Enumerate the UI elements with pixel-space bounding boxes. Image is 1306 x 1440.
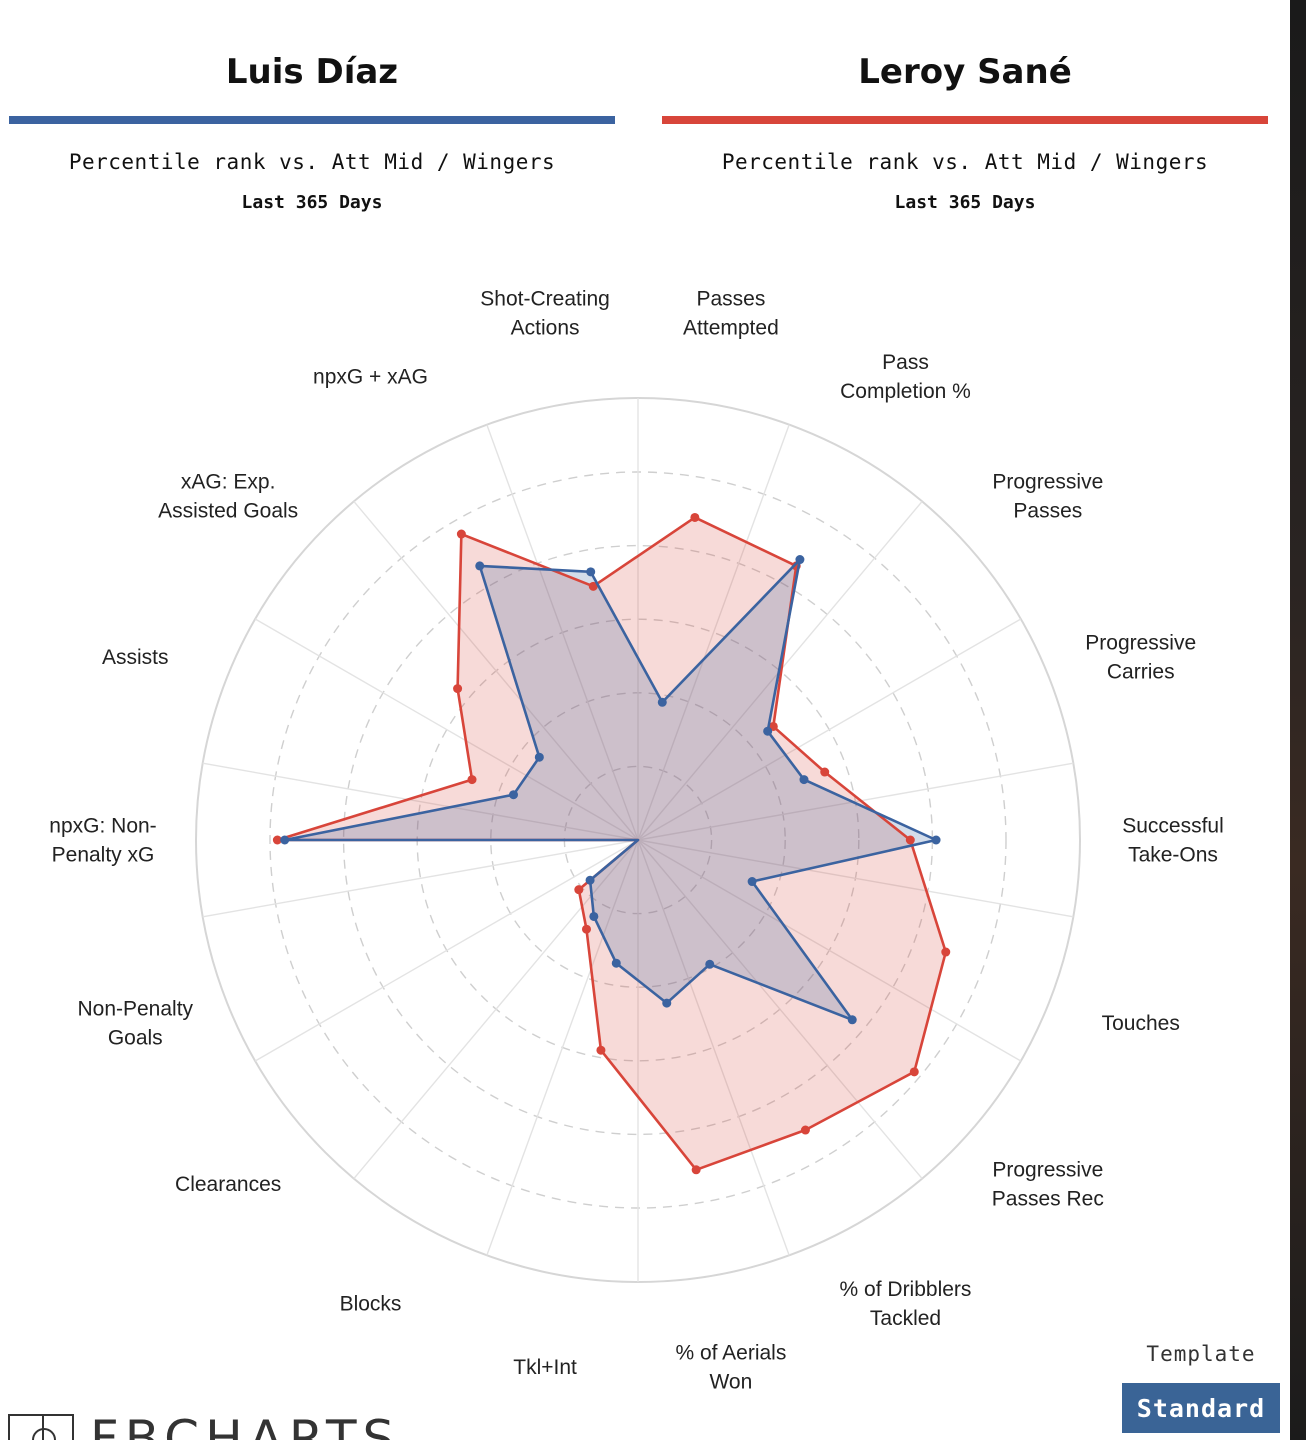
series-1-point (509, 790, 519, 800)
series-1-point (475, 561, 485, 571)
series-2-point (820, 767, 830, 777)
series-1-point (847, 1015, 857, 1025)
radar-spoke (637, 839, 790, 1256)
radar-spoke (486, 424, 639, 841)
series-2-point (691, 1165, 701, 1175)
radar-spoke (254, 618, 639, 841)
series-1-point (662, 998, 672, 1008)
axis-label: Non-Penalty Goals (77, 997, 193, 1049)
series-2-point (905, 835, 915, 845)
axis-label: npxG: Non-Penalty xG (49, 815, 156, 867)
axis-label: % of Aerials Won (675, 1341, 786, 1393)
player1-color-bar (9, 116, 615, 124)
series-2-point (581, 924, 591, 934)
series-1-point (534, 752, 544, 762)
series-2-point (596, 1045, 606, 1055)
template-caption: Template (1146, 1342, 1256, 1366)
player2-name: Leroy Sané (858, 52, 1072, 92)
radar-spoke (637, 839, 923, 1180)
series-2-point (800, 1125, 810, 1135)
player2-subtitle: Percentile rank vs. Att Mid / Wingers (721, 150, 1209, 174)
series-1-point (747, 877, 757, 887)
radar-spoke (486, 839, 639, 1256)
radar-spoke (202, 762, 639, 841)
series-area-1 (284, 559, 937, 1020)
axis-label: Successful Take-Ons (1122, 815, 1224, 867)
axis-label: npxG + xAG (313, 366, 428, 389)
radar-spoke (637, 839, 1022, 1062)
logo-text: FBCHARTS (90, 1410, 401, 1440)
radar-spoke (254, 839, 639, 1062)
series-1-point (705, 959, 715, 969)
fbcharts-logo: FBCHARTS (8, 1408, 400, 1440)
radar-spoke (637, 762, 1074, 841)
axis-label: Progressive Carries (1085, 632, 1196, 684)
template-standard-button[interactable]: Standard (1122, 1383, 1280, 1433)
axis-label: Blocks (340, 1292, 402, 1315)
series-2-point (453, 684, 463, 694)
series-2-point (690, 512, 700, 522)
series-1-point (799, 775, 809, 785)
series-2-point (909, 1067, 919, 1077)
axis-label: Progressive Passes (992, 471, 1103, 523)
radar-spoke (353, 500, 639, 841)
pitch-icon (8, 1414, 74, 1440)
series-2-point (272, 835, 282, 845)
axis-label: Tkl+Int (513, 1356, 577, 1379)
series-1-point (585, 875, 595, 885)
series-1-point (611, 958, 621, 968)
radar-spoke (637, 839, 1074, 918)
series-1-point (589, 911, 599, 921)
axis-label: % of Dribblers Tackled (840, 1278, 972, 1330)
series-2-point (941, 947, 951, 957)
axis-label: Passes Attempted (683, 288, 779, 340)
axis-label: xAG: Exp. Assisted Goals (158, 471, 298, 523)
series-1-point (931, 835, 941, 845)
axis-label: Assists (102, 646, 169, 669)
series-2-point (467, 775, 477, 785)
player2-color-bar (662, 116, 1268, 124)
radar-spoke (637, 618, 1022, 841)
player1-subtitle: Percentile rank vs. Att Mid / Wingers (68, 150, 556, 174)
axis-label: Pass Completion % (840, 351, 971, 403)
axis-label: Shot-Creating Actions (480, 288, 610, 340)
radar-spoke (202, 839, 639, 918)
series-2-point (588, 581, 598, 591)
series-2-point (456, 529, 466, 539)
player2-period: Last 365 Days (894, 192, 1036, 213)
player1-period: Last 365 Days (241, 192, 383, 213)
series-1-point (657, 697, 667, 707)
axis-label: Progressive Passes Rec (992, 1158, 1104, 1210)
player1-name: Luis Díaz (225, 52, 399, 92)
series-1-point (795, 555, 805, 565)
axis-label: Touches (1102, 1012, 1180, 1035)
series-1-point (586, 567, 596, 577)
series-1-point (280, 835, 290, 845)
series-1-point (763, 726, 773, 736)
radar-spoke (637, 424, 790, 841)
series-2-point (574, 885, 584, 895)
background-strip (1290, 0, 1306, 1440)
axis-label: Clearances (175, 1173, 281, 1196)
